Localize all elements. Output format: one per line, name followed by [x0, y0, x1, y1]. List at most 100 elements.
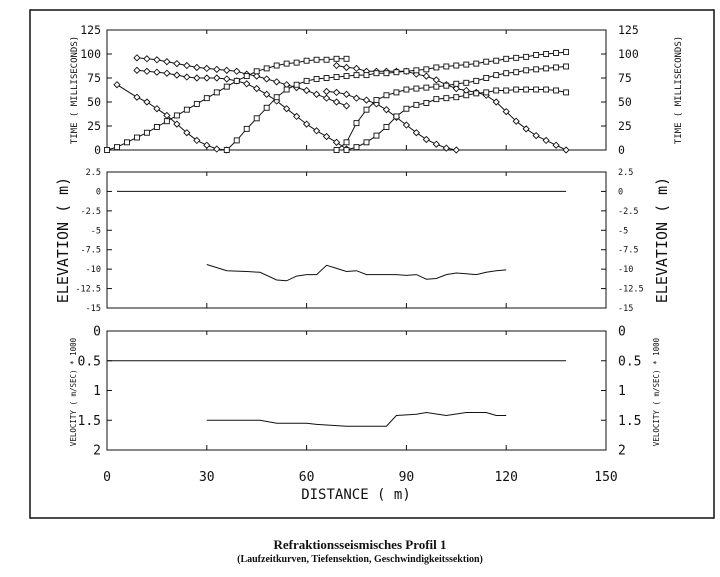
square-marker	[153, 124, 160, 130]
diamond-marker	[143, 98, 151, 106]
square-marker	[293, 81, 300, 88]
square-marker	[523, 86, 530, 93]
y-tick-label-right: 100	[618, 47, 639, 61]
square-marker	[263, 104, 270, 111]
y-tick-label-left: 50	[87, 95, 101, 109]
square-marker	[453, 62, 460, 69]
y-tick-label-right: 2	[618, 444, 626, 459]
y-tick-label-right: -7.5	[618, 246, 638, 256]
diamond-marker	[352, 64, 361, 73]
square-marker	[463, 92, 470, 99]
diamond-marker	[332, 61, 341, 70]
diamond-marker	[382, 106, 391, 114]
y-tick-label-right: 125	[618, 23, 639, 37]
square-marker	[373, 70, 380, 77]
velocity-series-1-line	[206, 411, 507, 427]
square-marker	[493, 87, 500, 94]
diamond-marker	[273, 78, 281, 86]
caption-title: Refraktionsseismisches Profil 1	[273, 537, 447, 552]
y-tick-label-right: -10	[618, 265, 633, 275]
square-marker	[183, 106, 190, 113]
square-marker	[353, 72, 360, 79]
diamond-marker	[352, 94, 361, 102]
square-marker	[283, 86, 290, 93]
y-tick-label-left: 125	[80, 23, 101, 37]
square-marker	[173, 112, 180, 119]
square-marker	[313, 56, 320, 63]
square-marker	[363, 72, 370, 79]
square-marker	[553, 50, 560, 56]
elevation-series-1-line	[206, 264, 507, 282]
y-tick-label-right: 0	[618, 143, 625, 157]
square-marker	[343, 55, 350, 62]
square-marker	[323, 56, 330, 63]
diamond-marker	[422, 72, 430, 80]
y-tick-label-right: -5	[618, 226, 628, 236]
square-marker	[463, 61, 470, 68]
square-marker	[413, 101, 420, 108]
x-tick-label: 120	[494, 470, 517, 485]
square-marker	[353, 120, 360, 127]
square-marker	[403, 86, 410, 93]
square-marker	[543, 51, 550, 57]
square-marker	[423, 100, 430, 106]
square-marker	[213, 89, 220, 96]
diamond-marker	[263, 75, 271, 83]
square-marker	[413, 85, 420, 92]
y-tick-label-left: 0	[93, 325, 101, 340]
square-marker	[553, 64, 560, 71]
square-marker	[563, 49, 570, 56]
square-marker	[373, 132, 380, 139]
y-tick-label-left: 0.5	[78, 354, 101, 369]
x-tick-label: 150	[594, 470, 617, 485]
square-marker	[393, 69, 400, 76]
square-marker	[513, 69, 520, 76]
square-marker	[313, 76, 320, 82]
square-marker	[503, 70, 510, 77]
square-marker	[343, 147, 350, 153]
y-tick-label-right: -15	[618, 304, 633, 314]
diamond-marker	[233, 67, 241, 75]
diamond-marker	[402, 121, 411, 129]
diamond-marker	[143, 67, 151, 75]
diamond-marker	[163, 58, 171, 66]
traveltime-series-2-line	[136, 69, 347, 150]
diamond-marker	[253, 84, 261, 93]
y-tick-label-right: 0	[618, 325, 626, 340]
square-marker	[203, 95, 210, 102]
diamond-marker	[312, 127, 321, 135]
square-marker	[143, 129, 150, 136]
y-tick-label-left: -5	[91, 226, 101, 236]
diamond-marker	[492, 98, 500, 106]
diamond-marker	[163, 69, 171, 77]
diamond-marker	[223, 66, 231, 74]
square-marker	[104, 147, 110, 153]
square-marker	[393, 113, 400, 120]
diamond-marker	[442, 144, 450, 152]
x-tick-label: 90	[399, 470, 415, 485]
diamond-marker	[183, 73, 191, 81]
traveltime-ylabel-left: TIME ( MILLISECONDS)	[70, 36, 80, 144]
diamond-marker	[153, 105, 161, 113]
y-tick-label-right: 1	[618, 384, 626, 399]
diamond-marker	[253, 72, 261, 80]
diamond-marker	[133, 54, 141, 62]
square-marker	[433, 96, 440, 103]
square-marker	[543, 86, 550, 93]
y-tick-label-left: 1.5	[78, 414, 101, 429]
square-marker	[433, 83, 440, 90]
square-marker	[383, 124, 390, 130]
diamond-marker	[213, 145, 221, 153]
diamond-marker	[153, 56, 161, 64]
y-tick-label-right: 75	[618, 71, 632, 85]
diamond-marker	[432, 76, 440, 84]
square-marker	[343, 73, 350, 80]
traveltime-series-7-line	[336, 66, 567, 151]
diamond-marker	[133, 66, 141, 74]
square-marker	[333, 147, 340, 153]
y-tick-label-left: 2	[93, 444, 101, 459]
square-marker	[353, 144, 360, 151]
diamond-marker	[322, 87, 331, 96]
diamond-marker	[213, 65, 221, 73]
square-marker	[503, 87, 510, 94]
